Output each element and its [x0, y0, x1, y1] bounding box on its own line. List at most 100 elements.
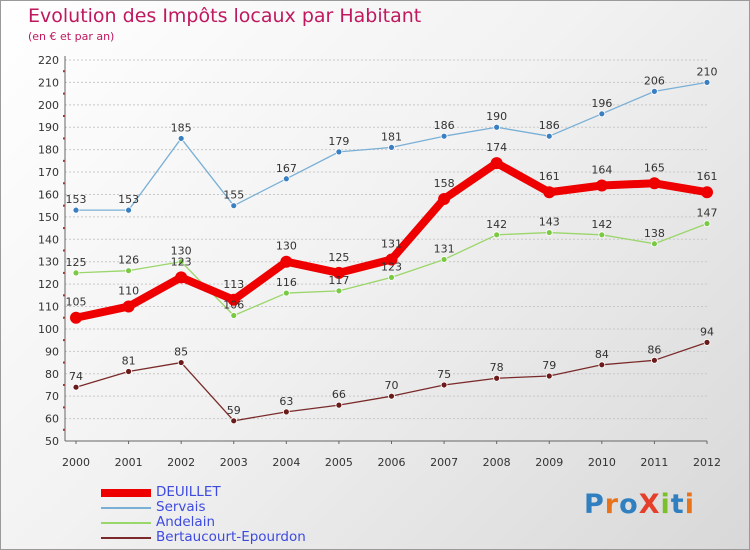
chart-title: Evolution des Impôts locaux par Habitant [28, 5, 422, 27]
data-label: 126 [118, 254, 139, 267]
y-tick-label: 50 [45, 435, 59, 448]
data-label: 75 [437, 368, 451, 381]
data-point [648, 177, 661, 190]
data-label: 125 [66, 256, 87, 269]
data-label: 123 [381, 260, 402, 273]
data-point [651, 240, 658, 248]
logo-letter: i [684, 489, 695, 520]
legend-label: Andelain [156, 514, 215, 530]
data-label: 85 [174, 346, 188, 359]
data-label: 123 [171, 255, 192, 268]
x-tick-label: 2005 [325, 456, 353, 469]
logo-letter: P [584, 489, 605, 520]
legend-label: DEUILLET [156, 484, 221, 500]
data-label: 147 [697, 207, 718, 220]
y-tick-label: 90 [45, 345, 59, 358]
x-tick-label: 2001 [115, 456, 143, 469]
y-tick-label: 190 [38, 121, 59, 134]
data-label: 131 [434, 242, 455, 255]
data-label: 210 [697, 65, 718, 78]
y-tick-label: 100 [38, 323, 59, 336]
y-tick-label: 170 [38, 166, 59, 179]
data-label: 155 [223, 189, 244, 202]
y-tick-label: 120 [38, 278, 59, 291]
legend-label: Servais [156, 499, 206, 515]
y-tick-label: 60 [45, 413, 59, 426]
data-point [282, 175, 290, 183]
data-point [335, 148, 343, 156]
data-label: 110 [118, 285, 139, 298]
x-tick-label: 2000 [62, 456, 90, 469]
data-label: 161 [697, 170, 718, 183]
data-point [651, 87, 658, 95]
data-label: 138 [644, 227, 665, 240]
logo-letter: t [670, 489, 685, 520]
data-label: 106 [223, 298, 244, 311]
data-label: 206 [644, 74, 665, 87]
y-tick-label: 150 [38, 211, 59, 224]
data-label: 142 [591, 218, 612, 231]
data-point [72, 206, 80, 214]
data-point [335, 287, 343, 295]
data-point [122, 300, 135, 313]
logo-letter: r [604, 489, 620, 520]
y-tick-label: 200 [38, 99, 59, 112]
legend-label: Bertaucourt-Epourdon [156, 529, 306, 545]
x-tick-label: 2009 [535, 456, 563, 469]
x-tick-label: 2010 [588, 456, 616, 469]
chart-subtitle: (en € et par an) [28, 30, 115, 43]
data-point [440, 381, 448, 389]
data-label: 63 [279, 395, 293, 408]
data-point [72, 383, 80, 391]
data-label: 174 [486, 141, 507, 154]
data-point [493, 231, 501, 239]
data-label: 74 [69, 370, 83, 383]
data-label: 79 [542, 359, 556, 372]
legend-swatch [101, 507, 151, 509]
data-point [545, 372, 553, 380]
data-label: 125 [328, 251, 349, 264]
data-point [440, 132, 448, 140]
data-label: 59 [227, 404, 241, 417]
data-label: 179 [328, 135, 349, 148]
x-tick-label: 2003 [220, 456, 248, 469]
data-label: 81 [122, 355, 136, 368]
data-point [651, 356, 658, 364]
data-point [545, 132, 553, 140]
y-tick-label: 210 [38, 76, 59, 89]
data-point [230, 312, 238, 319]
data-point [282, 289, 290, 297]
legend-swatch [101, 489, 151, 497]
data-point [543, 186, 556, 199]
data-point [177, 258, 185, 266]
data-label: 116 [276, 276, 297, 289]
data-point [598, 231, 606, 239]
data-point [493, 374, 501, 382]
data-point [335, 401, 343, 409]
data-point [490, 157, 503, 170]
data-point [125, 206, 132, 214]
data-point [177, 359, 185, 366]
data-point [280, 255, 293, 268]
data-label: 142 [486, 218, 507, 231]
data-point [70, 311, 82, 324]
y-tick-label: 140 [38, 233, 59, 246]
data-point [175, 271, 188, 284]
data-point [493, 123, 501, 131]
x-tick-label: 2008 [483, 456, 511, 469]
data-label: 105 [66, 296, 87, 309]
data-label: 161 [539, 170, 560, 183]
data-label: 84 [595, 348, 609, 361]
data-label: 190 [486, 110, 507, 123]
y-tick-label: 80 [45, 368, 59, 381]
data-point [703, 79, 711, 86]
data-point [703, 220, 711, 228]
y-tick-label: 220 [38, 54, 59, 67]
legend-swatch [101, 537, 151, 539]
data-label: 113 [223, 278, 244, 291]
data-point [125, 267, 132, 275]
x-tick-label: 2002 [167, 456, 195, 469]
data-point [125, 368, 132, 375]
